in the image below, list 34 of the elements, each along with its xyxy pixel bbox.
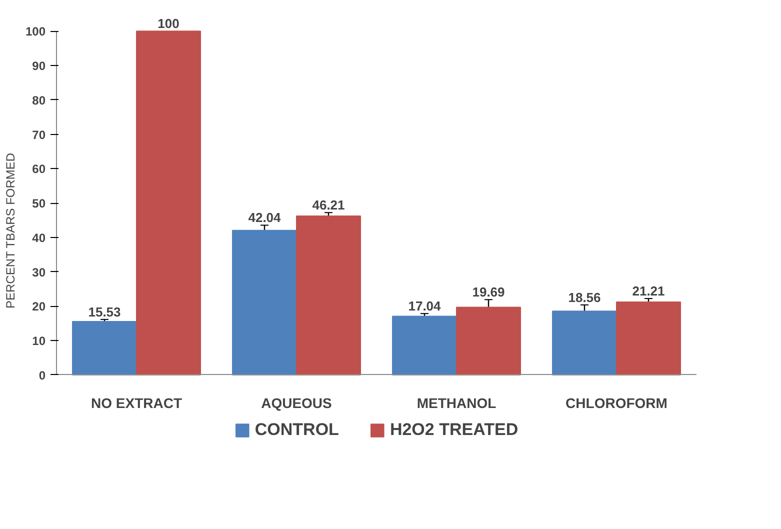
y-tick-label: 80: [32, 93, 46, 108]
y-tick-label: 10: [32, 334, 46, 348]
x-tick-label: AQUEOUS: [261, 394, 332, 411]
data-label: 17.04: [408, 298, 442, 314]
bar: [72, 320, 137, 376]
data-label: 100: [158, 16, 180, 32]
x-tick-label: CHLOROFORM: [566, 394, 668, 411]
y-tick-label: 70: [32, 128, 46, 142]
y-tick-label: 30: [32, 265, 46, 280]
bar: [232, 230, 297, 376]
bar: [616, 301, 681, 376]
x-tick-label: METHANOL: [416, 394, 497, 411]
y-tick-label: 0: [38, 368, 46, 382]
data-label: 21.21: [632, 284, 665, 299]
bar: [136, 30, 201, 376]
data-label: 42.04: [248, 210, 282, 226]
data-label: 15.53: [88, 304, 121, 320]
x-tick-label: NO EXTRACT: [91, 394, 182, 411]
y-tick-label: 60: [32, 162, 46, 176]
y-tick-label: 100: [25, 24, 46, 39]
bar: [552, 310, 617, 376]
bar: [392, 316, 457, 376]
y-tick-label: 20: [32, 300, 46, 314]
legend-label: H2O2 TREATED: [390, 420, 518, 440]
y-tick-label: 90: [32, 59, 46, 73]
y-axis-title: PERCENT TBARS FORMED: [3, 152, 18, 309]
bar: [456, 306, 521, 376]
bar: [296, 216, 361, 376]
legend-label: CONTROL: [254, 420, 339, 440]
y-tick-label: 50: [32, 196, 46, 210]
data-label: 18.56: [568, 290, 601, 305]
data-label: 46.21: [312, 198, 345, 213]
y-tick-label: 40: [32, 230, 46, 245]
data-label: 19.69: [472, 284, 505, 300]
